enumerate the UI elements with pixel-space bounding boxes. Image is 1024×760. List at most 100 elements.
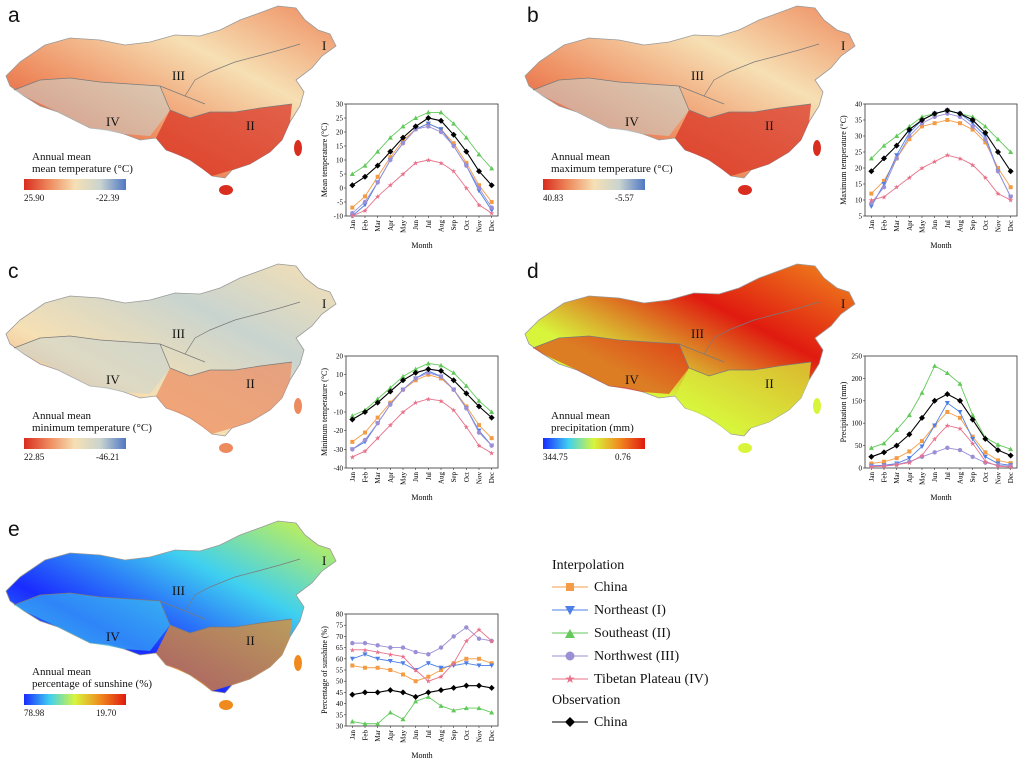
region-label-III: III	[172, 68, 185, 83]
region-label-I: I	[322, 296, 326, 311]
data-point-tibetan: ★	[970, 161, 976, 169]
data-point-china-interp	[426, 674, 431, 679]
legend-item-china-obs: China	[552, 711, 782, 734]
data-point-china-obs	[893, 142, 900, 149]
x-tick-label: Dec	[488, 220, 496, 231]
region-boundary	[13, 77, 206, 105]
region-label-III: III	[172, 583, 185, 598]
data-point-china-obs	[881, 155, 887, 162]
data-point-southeast	[919, 390, 925, 395]
data-point-tibetan: ★	[387, 182, 393, 190]
data-point-southeast	[349, 171, 355, 176]
x-axis-label: Month	[411, 241, 432, 250]
series-line-tibetan	[352, 398, 492, 458]
data-point-northwest	[400, 645, 406, 650]
series-line-tibetan	[871, 154, 1011, 201]
line-chart-e: 30 35 40 45 50 55 60 65 70 75 80 Jan Feb Mar Apr May Jun…	[320, 611, 499, 760]
data-point-northwest	[1008, 194, 1013, 199]
data-point-tibetan: ★	[932, 158, 938, 166]
data-point-china-interp	[375, 415, 380, 420]
data-point-southeast	[425, 360, 431, 366]
data-point-tibetan: ★	[982, 174, 988, 182]
data-point-northwest	[375, 421, 380, 426]
y-tick-label: 30	[336, 101, 344, 109]
data-point-southeast	[463, 383, 469, 388]
line-chart-c: -40 -30 -20 -10 0 10 20 Jan Feb Mar Apr May Jun Jul Au…	[320, 353, 499, 502]
colorbar-title: Annual mean mean temperature (°C)	[32, 151, 133, 175]
data-point-southeast	[349, 719, 355, 724]
data-point-china-obs	[944, 107, 951, 114]
y-tick-label: 10	[855, 197, 863, 205]
hainan-island	[738, 443, 752, 453]
data-point-china-interp	[413, 679, 418, 684]
data-point-northeast	[970, 121, 976, 126]
data-point-northeast	[400, 661, 406, 666]
legend-label: Tibetan Plateau (IV)	[594, 672, 709, 687]
data-point-china-interp	[489, 436, 494, 441]
data-point-southeast	[894, 133, 900, 138]
x-tick-label: Nov	[476, 220, 484, 233]
data-point-china-obs	[919, 117, 925, 123]
data-point-northwest	[362, 640, 368, 646]
data-point-china-obs	[425, 689, 432, 696]
data-point-southeast	[970, 114, 976, 119]
colorbar-title: Annual mean minimum temperature (°C)	[32, 410, 152, 434]
data-point-northeast	[375, 656, 381, 662]
star-marker-icon: ★	[552, 673, 588, 685]
region-boundary	[184, 43, 301, 97]
x-tick-label: Feb	[362, 220, 370, 231]
data-point-tibetan: ★	[995, 463, 1001, 471]
data-point-southeast	[463, 135, 469, 140]
data-point-northwest	[350, 447, 355, 452]
x-tick-label: Jan	[868, 472, 876, 482]
data-point-china-obs	[488, 182, 495, 189]
line-chart-b: 5 10 15 20 25 30 35 40 Jan Feb Mar Apr May Jun Jul Aug S…	[839, 101, 1018, 250]
region-label-II: II	[246, 633, 255, 648]
data-point-southeast	[881, 143, 887, 148]
y-tick-label: -5	[337, 199, 343, 207]
data-point-tibetan: ★	[425, 157, 431, 165]
tibet-region	[14, 336, 170, 394]
x-tick-label: Nov	[995, 472, 1003, 485]
region-boundary	[184, 301, 301, 355]
data-point-northwest	[970, 124, 975, 129]
series-line-southeast	[352, 696, 492, 725]
x-tick-label: Nov	[995, 220, 1003, 233]
data-point-china-interp	[489, 661, 494, 666]
colorbar-max-label: 0.76	[615, 452, 631, 462]
y-tick-label: 70	[336, 633, 344, 641]
plot-frame	[345, 355, 499, 469]
data-point-southeast	[413, 366, 419, 372]
colorbar-min-label: 344.75	[543, 452, 568, 462]
data-point-tibetan: ★	[957, 155, 963, 163]
data-point-china-interp	[869, 461, 874, 466]
circle-marker-icon	[552, 651, 588, 661]
y-tick-label: -40	[334, 465, 344, 473]
data-point-northeast	[438, 665, 444, 671]
data-point-tibetan: ★	[451, 168, 457, 176]
y-tick-label: 5	[859, 213, 863, 221]
data-point-tibetan: ★	[1008, 464, 1014, 472]
data-point-tibetan: ★	[362, 207, 368, 215]
y-axis-label: Precipitation (mm)	[839, 381, 848, 442]
data-point-china-obs	[906, 126, 913, 133]
x-tick-label: Mar	[893, 219, 901, 231]
panel-letter: a	[8, 4, 20, 27]
data-point-china-interp	[932, 121, 937, 126]
x-tick-label: Apr	[387, 729, 395, 741]
data-point-china-obs	[995, 447, 1001, 454]
data-point-northwest	[983, 137, 988, 142]
data-point-northeast	[944, 401, 950, 406]
svg-text:★: ★	[565, 673, 576, 685]
data-point-southeast	[425, 109, 431, 115]
data-point-southeast	[387, 135, 393, 140]
data-point-tibetan: ★	[400, 171, 406, 179]
y-tick-label: 40	[855, 101, 863, 109]
region-boundary	[13, 592, 206, 620]
data-point-northeast	[957, 410, 963, 415]
data-point-china-interp	[996, 166, 1000, 170]
data-point-china-obs	[982, 435, 989, 442]
series-line-northwest	[352, 372, 492, 450]
